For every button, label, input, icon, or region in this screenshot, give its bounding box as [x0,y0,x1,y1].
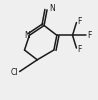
Text: Cl: Cl [11,68,19,77]
Text: N: N [49,4,55,13]
Text: F: F [87,31,92,40]
Text: N: N [24,31,30,40]
Text: F: F [77,44,82,54]
Text: F: F [77,17,82,26]
